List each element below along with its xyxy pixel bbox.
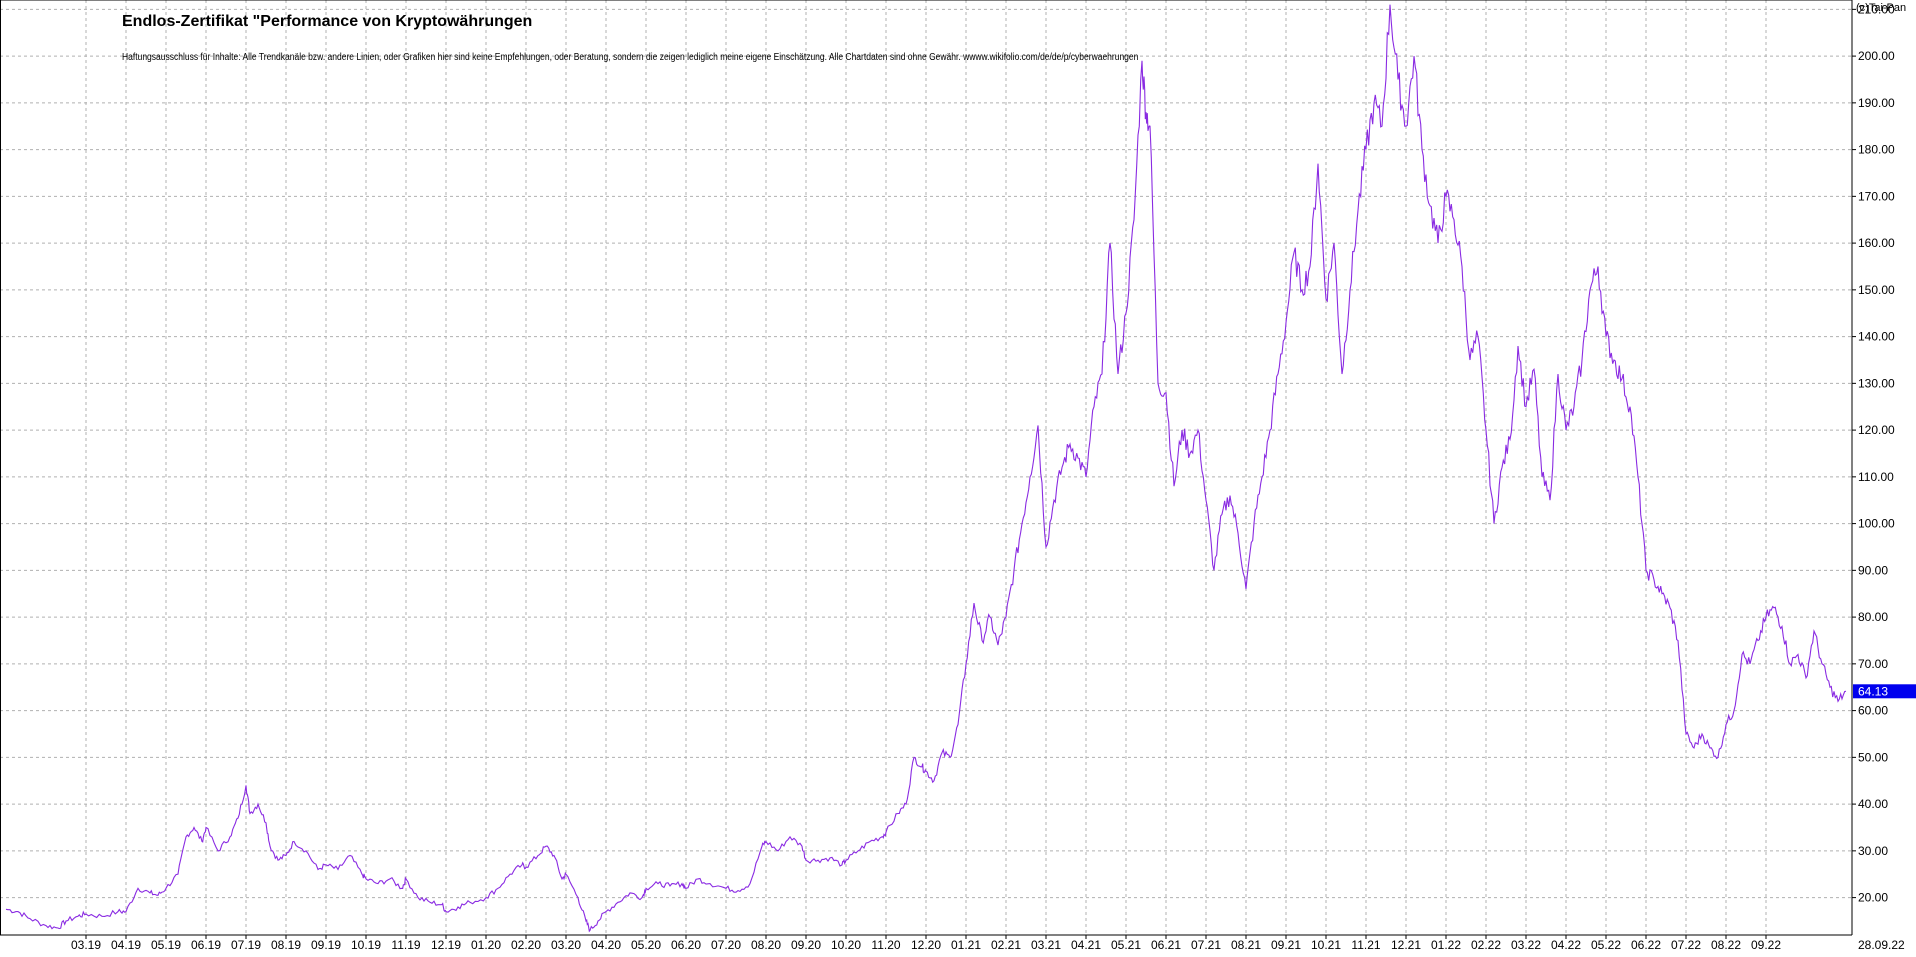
y-tick-label: 30.00 bbox=[1858, 844, 1888, 858]
x-tick-label: 11.19 bbox=[391, 938, 420, 952]
copyright-label: (c)Tai-Pan bbox=[1856, 2, 1907, 14]
y-tick-label: 180.00 bbox=[1858, 143, 1895, 157]
last-date-label: 28.09.22 bbox=[1858, 938, 1905, 952]
x-tick-label: 01.21 bbox=[951, 938, 981, 952]
y-tick-label: 110.00 bbox=[1858, 470, 1894, 484]
x-tick-label: 04.19 bbox=[111, 938, 141, 952]
x-tick-label: 06.19 bbox=[191, 938, 221, 952]
x-tick-label: 02.22 bbox=[1471, 938, 1501, 952]
x-tick-label: 08.21 bbox=[1231, 938, 1261, 952]
x-tick-label: 06.22 bbox=[1631, 938, 1661, 952]
x-tick-label: 07.22 bbox=[1671, 938, 1701, 952]
x-tick-label: 06.21 bbox=[1151, 938, 1181, 952]
y-tick-label: 100.00 bbox=[1858, 517, 1895, 531]
x-tick-label: 05.20 bbox=[631, 938, 661, 952]
y-tick-label: 50.00 bbox=[1858, 750, 1888, 764]
x-tick-label: 04.21 bbox=[1071, 938, 1101, 952]
x-tick-label: 08.19 bbox=[271, 938, 301, 952]
x-tick-label: 03.21 bbox=[1031, 938, 1061, 952]
x-tick-label: 09.22 bbox=[1751, 938, 1781, 952]
axis-layer bbox=[0, 0, 1856, 939]
x-tick-label: 12.21 bbox=[1391, 938, 1421, 952]
x-tick-label: 07.20 bbox=[711, 938, 741, 952]
y-tick-label: 170.00 bbox=[1858, 189, 1895, 203]
y-tick-label: 140.00 bbox=[1858, 330, 1895, 344]
y-tick-label: 210.00 bbox=[1858, 2, 1895, 16]
y-tick-label: 40.00 bbox=[1858, 797, 1888, 811]
x-tick-label: 04.22 bbox=[1551, 938, 1581, 952]
x-tick-label: 11.20 bbox=[871, 938, 900, 952]
y-tick-label: 120.00 bbox=[1858, 423, 1895, 437]
y-tick-label: 130.00 bbox=[1858, 376, 1895, 390]
y-tick-label: 160.00 bbox=[1858, 236, 1895, 250]
chart-disclaimer: Haftungsausschluss für Inhalte: Alle Tre… bbox=[122, 52, 1139, 63]
x-tick-label: 03.20 bbox=[551, 938, 581, 952]
x-tick-label: 06.20 bbox=[671, 938, 701, 952]
y-tick-label: 90.00 bbox=[1858, 563, 1888, 577]
x-tick-label: 08.20 bbox=[751, 938, 781, 952]
x-tick-label: 10.21 bbox=[1311, 938, 1341, 952]
x-tick-label: 11.21 bbox=[1351, 938, 1380, 952]
x-tick-label: 02.21 bbox=[991, 938, 1021, 952]
y-tick-label: 200.00 bbox=[1858, 49, 1895, 63]
y-tick-label: 20.00 bbox=[1858, 891, 1888, 905]
x-tick-label: 03.19 bbox=[71, 938, 101, 952]
chart-title: Endlos-Zertifikat "Performance von Krypt… bbox=[122, 13, 533, 30]
x-tick-label: 09.19 bbox=[311, 938, 341, 952]
y-tick-label: 60.00 bbox=[1858, 704, 1888, 718]
x-tick-label: 10.19 bbox=[351, 938, 381, 952]
current-value-badge bbox=[1853, 684, 1916, 699]
x-tick-label: 12.19 bbox=[431, 938, 461, 952]
price-line bbox=[5, 4, 1847, 933]
x-tick-label: 04.20 bbox=[591, 938, 621, 952]
y-tick-label: 70.00 bbox=[1858, 657, 1888, 671]
y-tick-label: 80.00 bbox=[1858, 610, 1888, 624]
series-layer bbox=[5, 4, 1847, 933]
x-tick-label: 09.20 bbox=[791, 938, 821, 952]
x-tick-label: 01.20 bbox=[471, 938, 501, 952]
y-tick-label: 150.00 bbox=[1858, 283, 1895, 297]
x-tick-label: 09.21 bbox=[1271, 938, 1301, 952]
x-tick-label: 01.22 bbox=[1431, 938, 1461, 952]
x-tick-label: 02.20 bbox=[511, 938, 541, 952]
x-tick-label: 07.21 bbox=[1191, 938, 1221, 952]
current-value-label: 64.13 bbox=[1858, 684, 1888, 698]
y-tick-label: 190.00 bbox=[1858, 96, 1895, 110]
x-tick-label: 05.22 bbox=[1591, 938, 1621, 952]
x-tick-label: 10.20 bbox=[831, 938, 861, 952]
x-tick-label: 05.21 bbox=[1111, 938, 1141, 952]
x-tick-label: 08.22 bbox=[1711, 938, 1741, 952]
grid-layer bbox=[0, 0, 1852, 935]
x-tick-label: 12.20 bbox=[911, 938, 941, 952]
x-tick-label: 03.22 bbox=[1511, 938, 1541, 952]
x-tick-label: 07.19 bbox=[231, 938, 261, 952]
label-layer: 20.00 30.00 40.00 50.00 60.00 70.00 80.00 90.00… bbox=[71, 2, 1916, 952]
x-tick-label: 05.19 bbox=[151, 938, 181, 952]
